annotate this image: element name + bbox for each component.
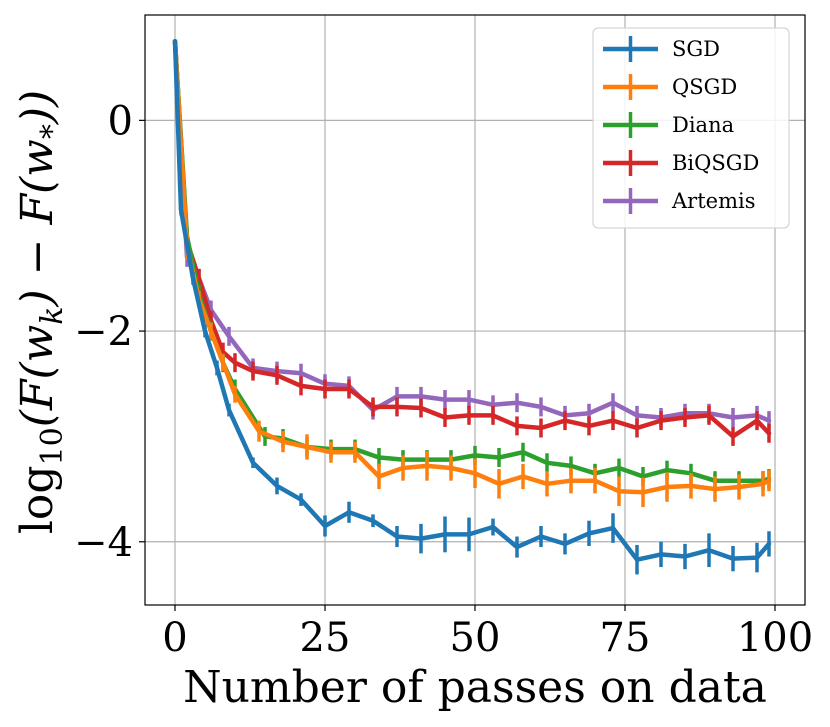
legend-item-artemis: Artemis [603, 188, 755, 214]
legend-label: SGD [672, 37, 720, 61]
series-line [172, 39, 772, 423]
x-tick-label: 100 [737, 615, 813, 661]
legend-box [592, 27, 790, 229]
legend-item-sgd: SGD [603, 36, 720, 62]
x-tick-label: 0 [162, 615, 187, 661]
axis-ticks: 0 25 50 75 100 0 −2 −4 [74, 98, 813, 661]
legend-label: Artemis [671, 189, 755, 213]
legend-label: BiQSGD [672, 151, 759, 175]
legend-item-qsgd: QSGD [603, 74, 737, 100]
x-tick-label: 25 [300, 615, 351, 661]
series-sgd [172, 39, 772, 575]
legend-label: Diana [672, 113, 734, 137]
x-tick-label: 75 [600, 615, 651, 661]
y-axis-label: log10(F(wk) − F(w*)) [12, 90, 70, 534]
series-qsgd [172, 39, 772, 508]
x-tick-label: 50 [450, 615, 501, 661]
legend-item-diana: Diana [603, 112, 734, 138]
legend: SGD QSGD Diana BiQSGD Artemis [592, 27, 790, 229]
y-tick-label: −2 [74, 309, 133, 355]
series-layer [172, 39, 772, 575]
y-tick-label: 0 [108, 98, 133, 144]
y-tick-label: −4 [74, 520, 133, 566]
x-axis-label: Number of passes on data [183, 662, 767, 713]
legend-label: QSGD [672, 75, 737, 99]
legend-item-biqsgd: BiQSGD [603, 150, 759, 176]
